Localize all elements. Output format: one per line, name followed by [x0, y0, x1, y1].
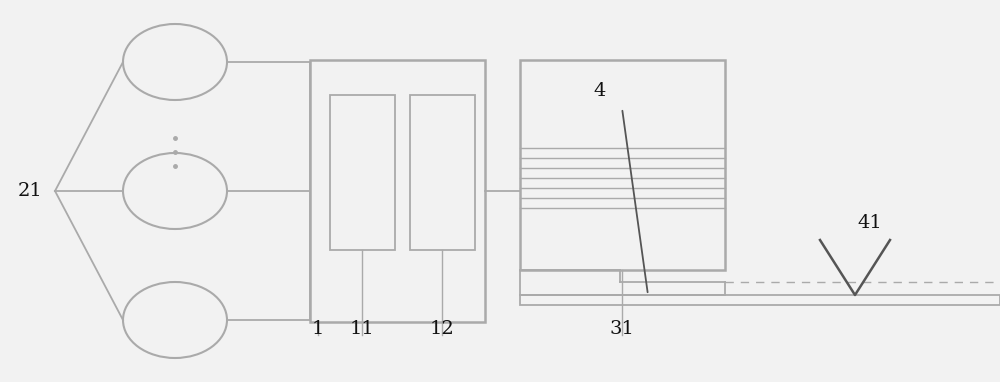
- Text: 21: 21: [17, 182, 42, 200]
- Bar: [310, 60, 485, 322]
- Text: 12: 12: [430, 320, 454, 338]
- Text: 41: 41: [858, 214, 882, 232]
- Bar: [520, 60, 725, 270]
- Text: 1: 1: [312, 320, 324, 338]
- Bar: [330, 95, 395, 250]
- Text: 4: 4: [594, 82, 606, 100]
- Bar: [410, 95, 475, 250]
- Text: 11: 11: [350, 320, 374, 338]
- Bar: [520, 295, 1000, 305]
- Text: 31: 31: [610, 320, 634, 338]
